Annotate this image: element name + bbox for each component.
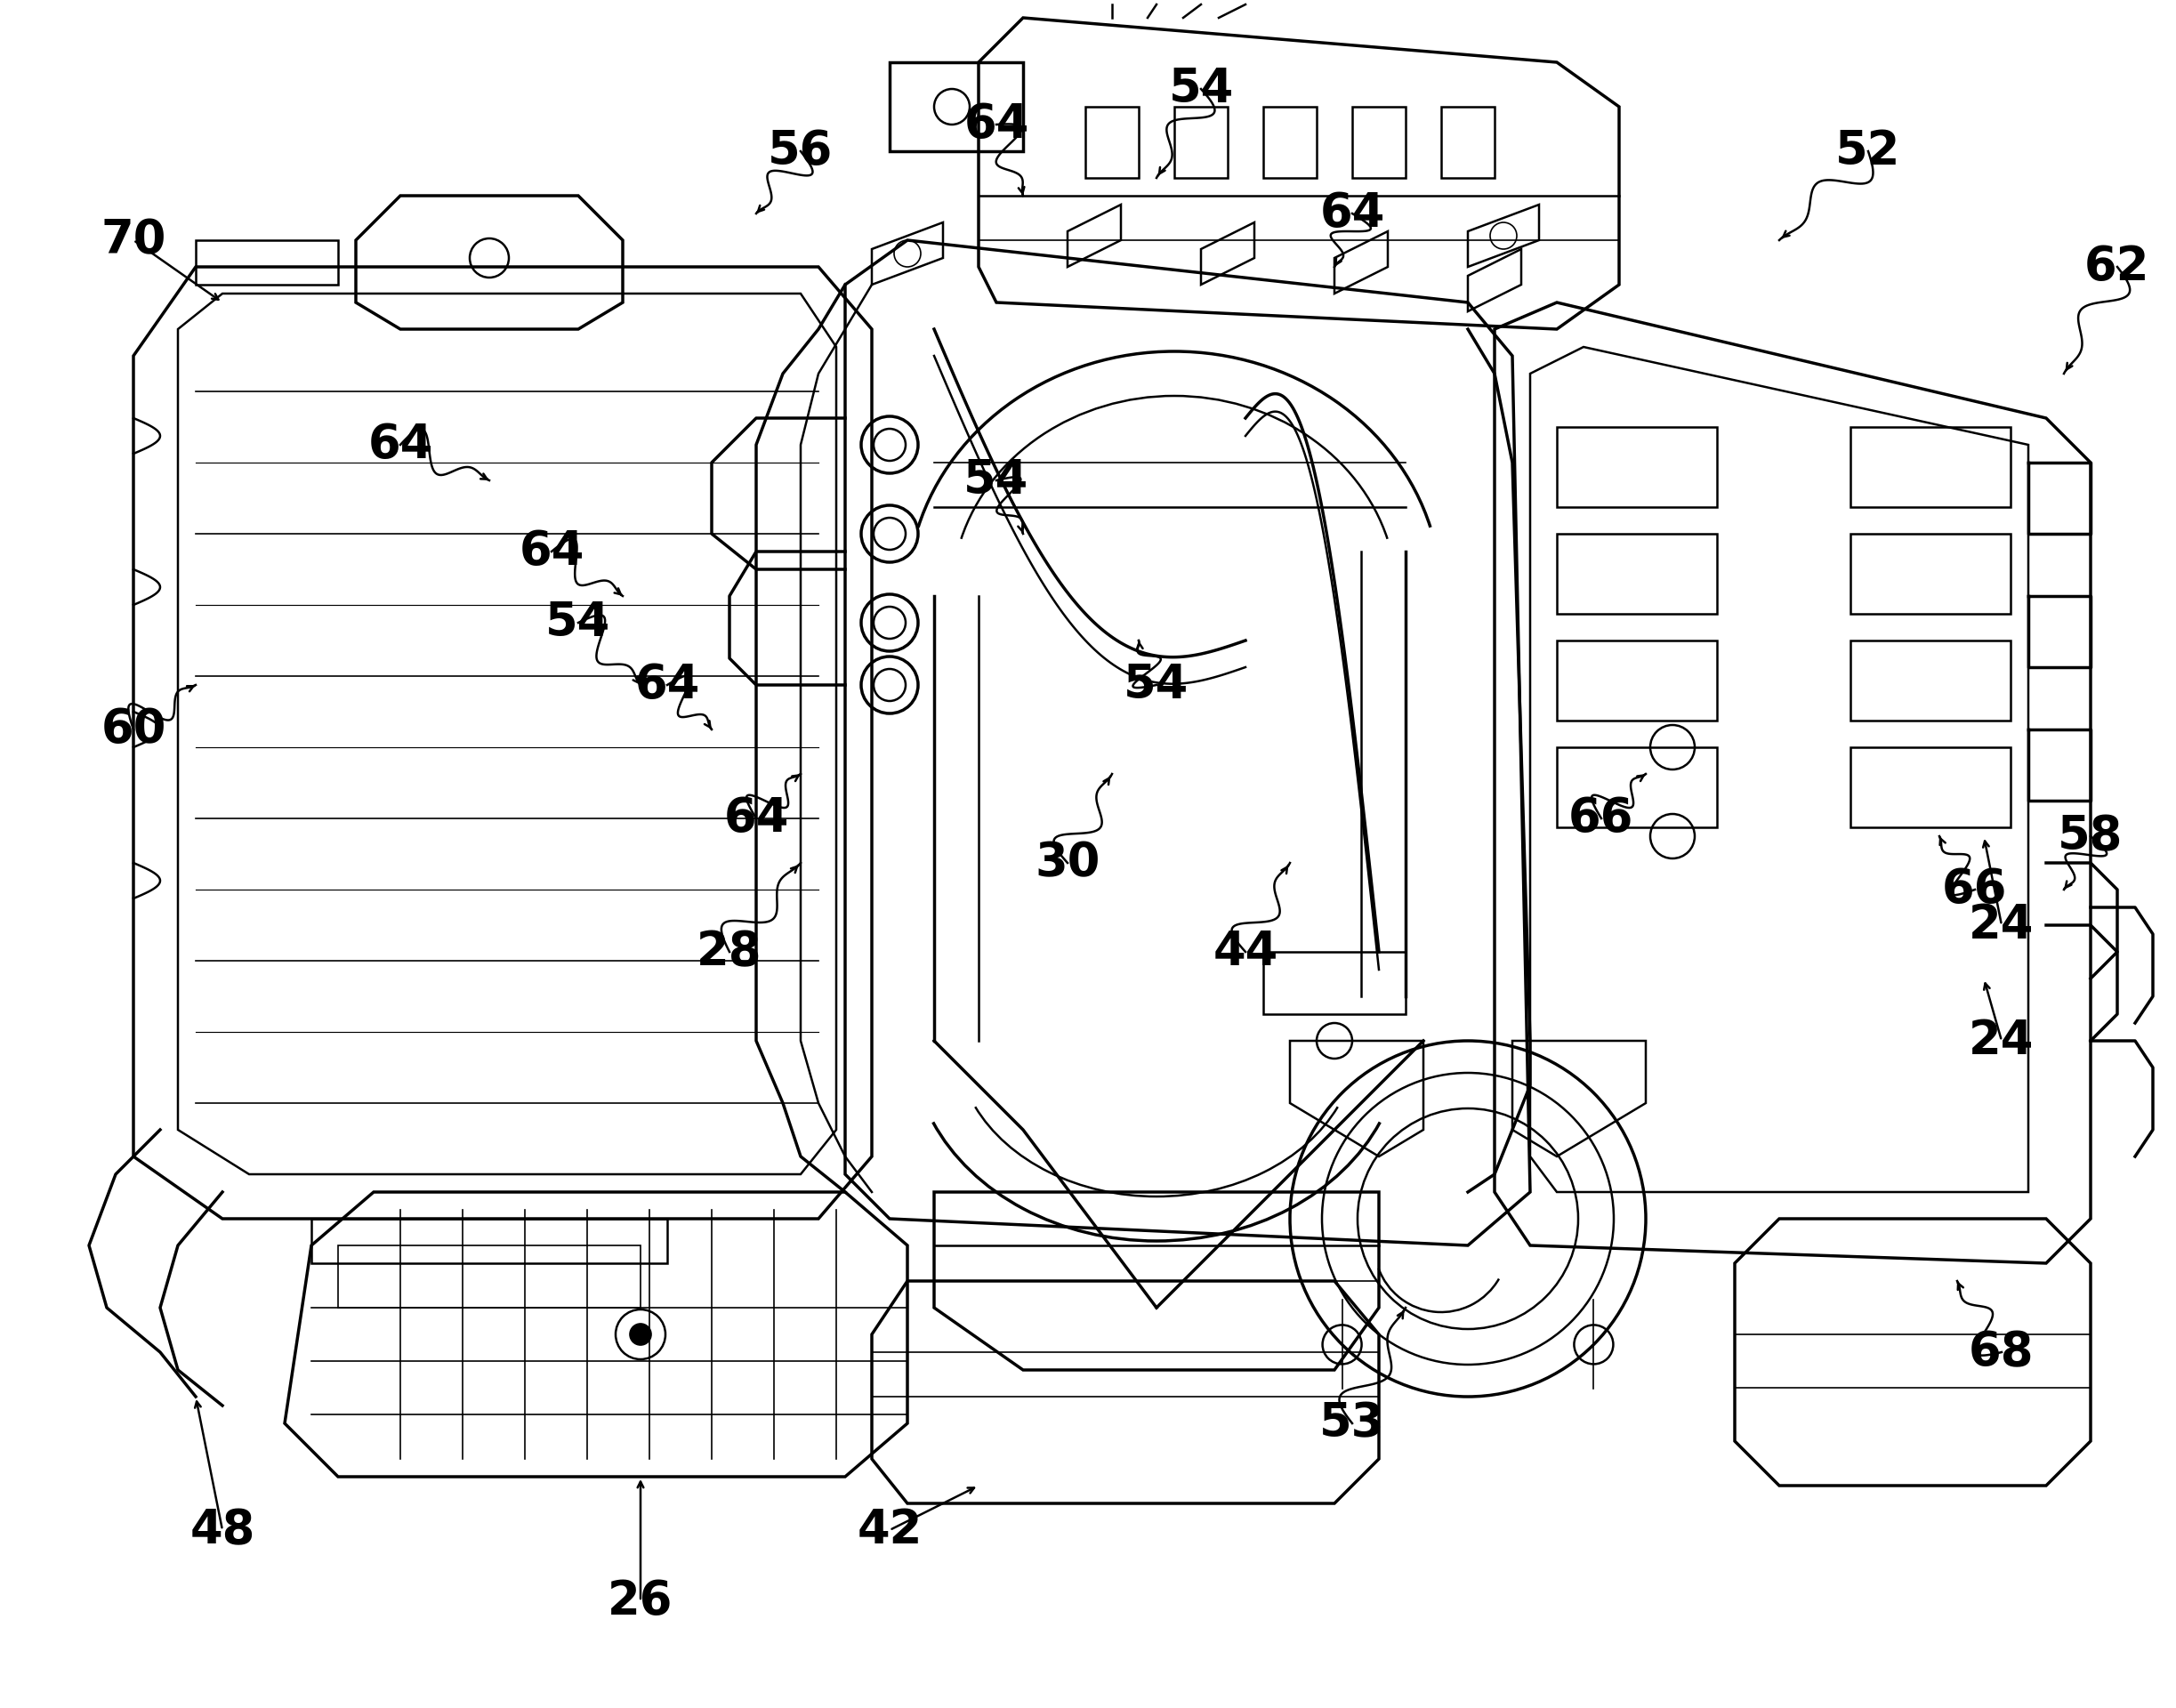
- Text: 66: 66: [1569, 796, 1634, 842]
- Bar: [1441, 106, 1495, 178]
- Text: 54: 54: [1169, 67, 1234, 113]
- Bar: [1351, 106, 1406, 178]
- Bar: [1850, 640, 2011, 721]
- Text: 54: 54: [964, 458, 1029, 504]
- Text: 52: 52: [1837, 128, 1902, 174]
- Text: 62: 62: [2085, 244, 2150, 290]
- Text: 58: 58: [2058, 813, 2124, 859]
- Text: 64: 64: [518, 528, 583, 574]
- Bar: [1264, 106, 1316, 178]
- Text: 53: 53: [1319, 1401, 1384, 1447]
- Text: 26: 26: [607, 1578, 672, 1624]
- Circle shape: [629, 1324, 651, 1346]
- Text: 44: 44: [1212, 929, 1277, 975]
- Text: 28: 28: [696, 929, 762, 975]
- Bar: [1556, 427, 1717, 507]
- Text: 30: 30: [1036, 840, 1101, 886]
- Text: 70: 70: [100, 217, 165, 263]
- Text: 24: 24: [1969, 1018, 2035, 1064]
- Text: 66: 66: [1943, 866, 2008, 912]
- Text: 64: 64: [635, 661, 701, 709]
- Text: 64: 64: [1319, 190, 1384, 237]
- Text: 24: 24: [1969, 902, 2035, 948]
- Bar: [1850, 748, 2011, 827]
- Text: 60: 60: [100, 707, 165, 753]
- Text: 54: 54: [546, 600, 611, 646]
- Bar: [1850, 533, 2011, 613]
- Text: 56: 56: [768, 128, 833, 174]
- Text: 54: 54: [1125, 661, 1188, 709]
- Text: 48: 48: [189, 1506, 255, 1553]
- Text: 42: 42: [857, 1506, 923, 1553]
- Text: 64: 64: [964, 101, 1029, 147]
- Text: 64: 64: [368, 422, 433, 468]
- Bar: [1086, 106, 1138, 178]
- Bar: [1175, 106, 1227, 178]
- Bar: [1556, 533, 1717, 613]
- Text: 64: 64: [725, 796, 790, 842]
- Bar: [1850, 427, 2011, 507]
- Text: 68: 68: [1969, 1329, 2035, 1375]
- Bar: [1556, 640, 1717, 721]
- Bar: [1556, 748, 1717, 827]
